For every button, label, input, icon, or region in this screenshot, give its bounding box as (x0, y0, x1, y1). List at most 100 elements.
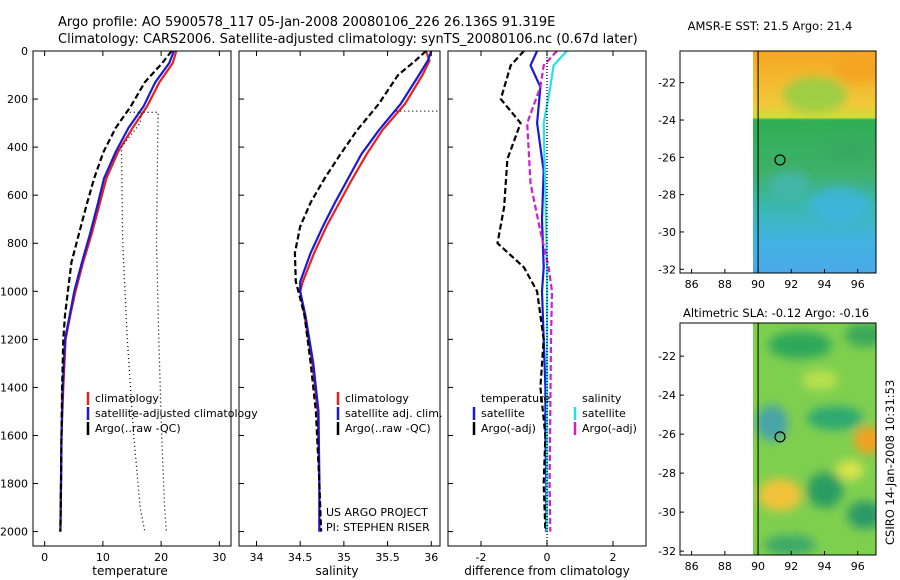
figure-title-line2: Climatology: CARS2006. Satellite-adjuste… (58, 32, 638, 47)
legend-label-sal-satellite: satellite (582, 407, 626, 420)
legend-label-argo: Argo(..raw -QC) (345, 422, 431, 435)
sla-blob (845, 323, 876, 347)
legend-label-argo: Argo(..raw -QC) (95, 422, 181, 435)
sla-blob (807, 472, 843, 508)
legend-label-satellite: satellite-adjusted climatology (95, 407, 258, 420)
x-tick-label: 10 (96, 551, 110, 564)
sla-blob (764, 535, 816, 555)
y-tick-label: -26 (658, 151, 676, 164)
plot-frame (32, 50, 232, 547)
legend-label-satellite: satellite adj. clim. (345, 407, 442, 420)
legend-label-temp-argo: Argo(-adj) (481, 422, 536, 435)
x-tick-label: 0 (41, 551, 48, 564)
difference-plot: -2 0 2 (447, 50, 647, 564)
salinity-legend: climatology satellite adj. clim. Argo(..… (336, 392, 442, 435)
sla-blob (836, 460, 864, 480)
y-tick-label: 0 (21, 45, 28, 58)
x-tick-label: 34 (249, 551, 263, 564)
sst-blob (835, 56, 876, 84)
sst-map-axes: 86 88 90 92 94 96 -22 -24 -26 -28 -30 -32 (658, 50, 877, 291)
x-tick-label: 96 (851, 278, 865, 291)
sst-blob (828, 136, 872, 164)
y-tick-label: -26 (658, 428, 676, 441)
y-tick-label: -24 (658, 114, 676, 127)
y-tick-label: 800 (7, 237, 28, 250)
sst-map-panel: AMSR-E SST: 21.5 Argo: 21.4 86 88 90 92 94 96… (658, 19, 877, 291)
difference-panel: -2 0 2 difference from climatology tempera… (447, 50, 647, 578)
sla-blob (802, 370, 838, 390)
y-tick-label: 2000 (0, 526, 28, 539)
x-tick-label: 92 (784, 560, 798, 573)
legend-label-climatology: climatology (345, 392, 409, 405)
salinity-xlabel: salinity (315, 564, 358, 578)
sla-blob (847, 501, 876, 529)
y-tick-label: 200 (7, 93, 28, 106)
map-frame (679, 322, 877, 556)
x-tick-label: 86 (685, 278, 699, 291)
sst-blob (770, 171, 810, 199)
credit-stamp: CSIRO 14-Jan-2008 10:31:53 (883, 380, 897, 545)
series-climatology (59, 50, 178, 532)
pi-annotation: PI: STEPHEN RISER (326, 521, 430, 534)
x-tick-label: 88 (718, 560, 732, 573)
temperature-plot: 0 10 20 30 0 200 400 600 800 1000 1200 1400 1600 1800… (0, 45, 232, 564)
temperature-xlabel: temperature (92, 564, 167, 578)
sla-heatmap (753, 323, 876, 555)
series-argo-raw-qc (59, 50, 173, 532)
sst-heatmap (753, 51, 876, 273)
legend-label-climatology: climatology (95, 392, 159, 405)
legend-label-sal-argo: Argo(-adj) (582, 422, 637, 435)
x-tick-label: 20 (154, 551, 168, 564)
series-bound-left (120, 111, 146, 532)
x-tick-label: 2 (610, 551, 617, 564)
sla-blob (854, 426, 876, 454)
x-tick-label: 90 (751, 560, 765, 573)
x-tick-label: 34.5 (288, 551, 313, 564)
y-tick-label: 1600 (0, 429, 28, 442)
y-tick-label: -28 (658, 467, 676, 480)
x-tick-label: 94 (818, 278, 832, 291)
y-tick-label: -32 (658, 263, 676, 276)
y-tick-label: -30 (658, 506, 676, 519)
series-temperature-argo-adj (496, 50, 547, 532)
series-satellite-adj-clim (299, 50, 433, 532)
x-tick-label: 35.5 (375, 551, 400, 564)
sla-map-axes: 86 88 90 92 94 96 -22 -24 -26 -28 -30 -32 (658, 322, 877, 573)
y-tick-label: -24 (658, 389, 676, 402)
y-tick-label: 600 (7, 189, 28, 202)
y-tick-label: -22 (658, 350, 676, 363)
x-tick-label: 90 (751, 278, 765, 291)
float-position-marker (774, 154, 786, 166)
legend-label-temp-satellite: satellite (481, 407, 525, 420)
sla-blob (807, 406, 863, 430)
y-tick-label: 1800 (0, 478, 28, 491)
y-tick-label: -32 (658, 545, 676, 558)
x-tick-label: 94 (818, 560, 832, 573)
salinity-panel: 34 34.5 35 35.5 36 salinity climatology sate… (238, 50, 442, 578)
y-tick-label: -22 (658, 77, 676, 90)
sst-blob (783, 77, 847, 113)
salinity-plot: 34 34.5 35 35.5 36 (238, 50, 441, 564)
float-position-marker (774, 431, 786, 443)
x-tick-label: -2 (476, 551, 487, 564)
x-tick-label: 35 (337, 551, 351, 564)
y-tick-label: 1400 (0, 381, 28, 394)
x-tick-label: 0 (544, 551, 551, 564)
sst-blob (810, 187, 870, 223)
series-bound-right (143, 111, 168, 532)
series-argo-raw-qc (293, 50, 427, 532)
difference-legend: temperature satellite Argo(-adj) salinit… (472, 392, 637, 435)
x-tick-label: 30 (212, 551, 226, 564)
x-tick-label: 36 (424, 551, 438, 564)
legend-title-salinity: salinity (582, 392, 622, 405)
sla-blob (768, 331, 832, 359)
sla-map-panel: Altimetric SLA: -0.12 Argo: -0.16 86 88 90… (658, 306, 877, 573)
series-satellite-adjusted-climatology (59, 50, 175, 532)
y-tick-label: 1200 (0, 333, 28, 346)
x-tick-label: 92 (784, 278, 798, 291)
temperature-legend: climatology satellite-adjusted climatolo… (86, 392, 258, 435)
series-salinity-argo-adj (526, 50, 558, 532)
y-tick-label: -28 (658, 189, 676, 202)
sla-blob (758, 479, 802, 511)
